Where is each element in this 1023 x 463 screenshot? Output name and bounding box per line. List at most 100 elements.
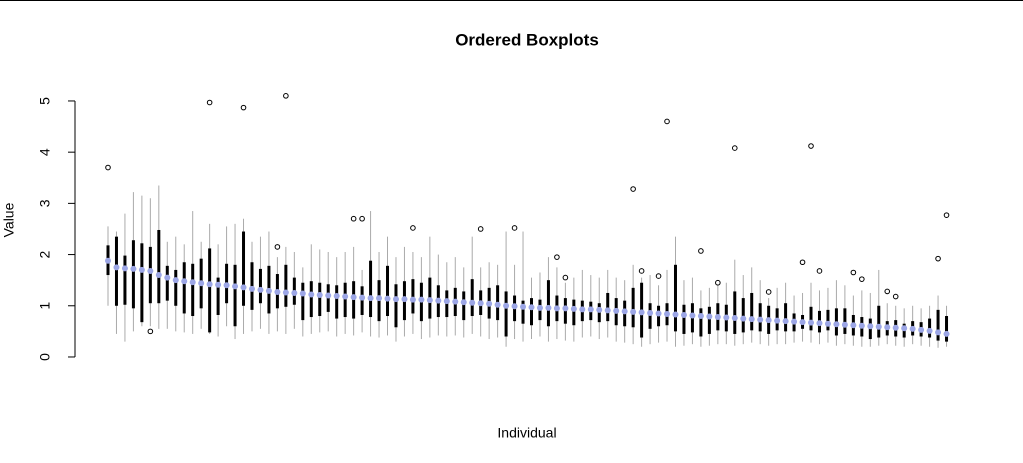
- median-dot: [841, 321, 848, 328]
- outlier: [630, 186, 636, 192]
- outlier: [359, 215, 365, 222]
- median-dot: [274, 288, 281, 295]
- median-dot: [401, 296, 408, 303]
- median-dot: [579, 306, 586, 313]
- median-dot: [308, 291, 315, 298]
- median-dot: [791, 318, 798, 325]
- y-tick-label: 1: [37, 302, 53, 310]
- box: [284, 264, 288, 307]
- box: [530, 298, 533, 326]
- median-dot: [113, 264, 120, 271]
- median-dot: [333, 293, 340, 300]
- median-dot: [723, 314, 730, 321]
- outlier: [105, 164, 111, 171]
- box: [148, 246, 152, 304]
- median-dot: [172, 277, 179, 284]
- median-dot: [240, 284, 247, 291]
- median-dot: [503, 302, 510, 309]
- box: [360, 286, 364, 315]
- median-dot: [469, 299, 476, 306]
- box: [707, 306, 711, 334]
- box: [140, 243, 144, 323]
- median-dot: [350, 294, 357, 301]
- box: [572, 299, 576, 326]
- median-dot: [418, 296, 425, 303]
- box: [191, 263, 195, 317]
- box: [411, 279, 415, 314]
- median-dot: [824, 320, 831, 327]
- median-dot: [486, 300, 493, 307]
- box: [750, 292, 754, 331]
- outlier: [892, 293, 899, 300]
- median-dot: [706, 313, 713, 320]
- median-dot: [494, 301, 501, 308]
- median-dot: [689, 312, 696, 319]
- median-dot: [232, 283, 239, 290]
- median-dot: [926, 327, 933, 334]
- median-dot: [265, 287, 272, 294]
- median-dot: [147, 267, 154, 274]
- outlier: [350, 215, 357, 222]
- box: [318, 282, 322, 317]
- median-dot: [181, 278, 188, 285]
- outlier: [655, 273, 662, 279]
- x-axis-label: Individual: [497, 425, 556, 441]
- median-dot: [808, 319, 815, 326]
- outlier: [935, 255, 941, 262]
- outlier: [715, 279, 721, 286]
- box: [394, 284, 398, 328]
- median-dot: [638, 309, 645, 316]
- box: [843, 308, 847, 334]
- box: [369, 260, 373, 318]
- median-dot: [257, 286, 264, 293]
- median-dot: [299, 290, 306, 297]
- box: [182, 262, 186, 314]
- median-dot: [816, 320, 823, 327]
- box: [682, 304, 686, 334]
- median-dot: [155, 272, 162, 279]
- median-dot: [452, 298, 459, 305]
- median-dot: [867, 323, 874, 330]
- outlier: [698, 248, 704, 254]
- median-dot: [206, 281, 213, 288]
- box: [301, 282, 305, 321]
- median-dot: [545, 304, 552, 311]
- median-dot: [409, 296, 416, 303]
- box: [521, 300, 525, 324]
- box: [606, 292, 610, 322]
- median-dot: [918, 326, 925, 333]
- median-dot: [596, 306, 603, 313]
- outlier: [283, 93, 289, 99]
- median-dot: [553, 305, 560, 312]
- median-dot: [765, 317, 772, 324]
- outlier: [816, 268, 823, 274]
- y-tick-label: 2: [37, 250, 53, 258]
- median-dot: [731, 315, 738, 322]
- median-dot: [342, 293, 349, 300]
- outlier: [511, 225, 518, 231]
- box: [165, 265, 169, 301]
- median-dot: [630, 308, 637, 315]
- box: [157, 229, 161, 304]
- median-dot: [680, 311, 687, 318]
- median-dot: [460, 299, 467, 306]
- median-dot: [392, 296, 399, 303]
- outlier: [664, 118, 670, 125]
- median-dot: [664, 310, 671, 317]
- median-dot: [130, 265, 137, 272]
- median-dot: [714, 314, 721, 321]
- median-dot: [138, 266, 145, 273]
- chart-title: Ordered Boxplots: [455, 30, 599, 49]
- median-dot: [892, 324, 899, 331]
- box: [131, 240, 135, 309]
- y-tick-label: 4: [37, 148, 53, 156]
- median-dot: [943, 330, 950, 337]
- box: [462, 291, 466, 321]
- median-dot: [647, 309, 654, 316]
- median-dot: [189, 279, 196, 286]
- outlier: [808, 143, 814, 149]
- median-dot: [164, 274, 171, 281]
- median-dot: [570, 305, 577, 312]
- outlier: [638, 268, 645, 274]
